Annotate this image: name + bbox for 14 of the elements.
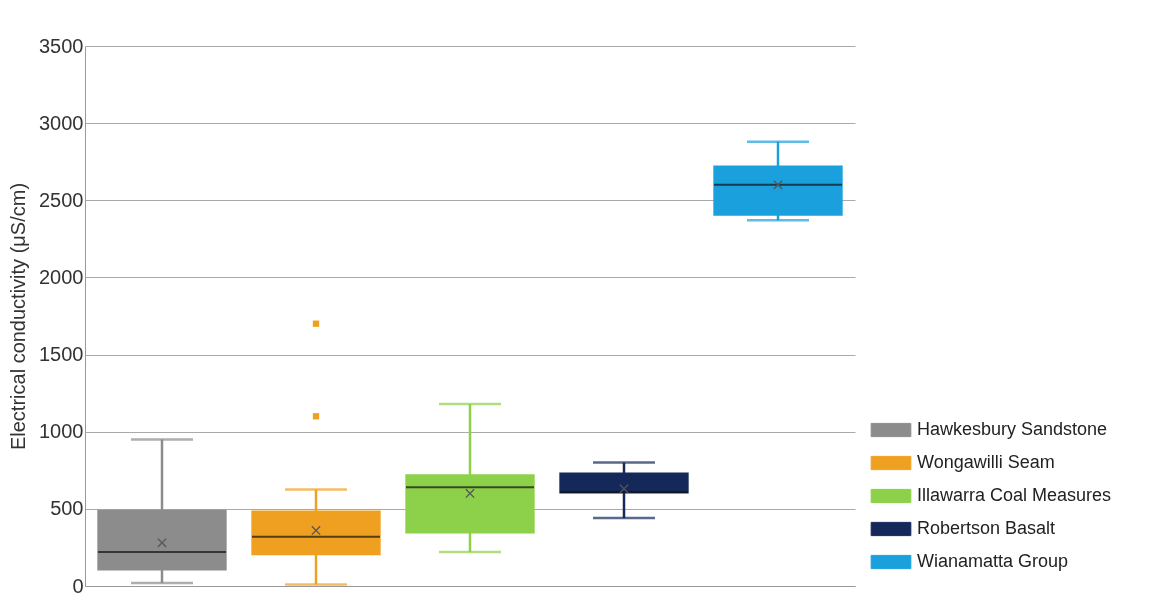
y-tick-label: 1000 <box>39 420 84 443</box>
legend-label: Wianamatta Group <box>917 551 1069 571</box>
legend-label: Wongawilli Seam <box>917 452 1055 472</box>
legend-label: Illawarra Coal Measures <box>917 485 1112 505</box>
y-tick-label: 2000 <box>39 265 84 288</box>
y-tick-label: 3500 <box>39 34 84 57</box>
legend-label: Robertson Basalt <box>917 518 1056 538</box>
y-tick-label: 500 <box>50 497 84 520</box>
y-tick-label: 2500 <box>39 188 84 211</box>
y-tick-label: 0 <box>72 574 84 597</box>
y-tick-label: 1500 <box>39 343 84 366</box>
y-axis-title: Electrical conductivity (μS/cm) <box>7 182 30 451</box>
legend-label: Hawkesbury Sandstone <box>917 419 1108 439</box>
y-tick-label: 3000 <box>39 111 84 134</box>
